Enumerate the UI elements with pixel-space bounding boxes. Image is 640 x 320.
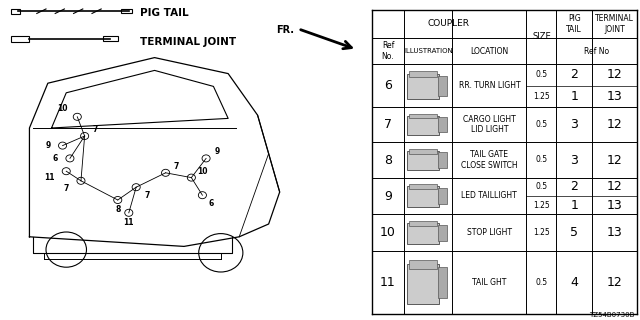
FancyBboxPatch shape	[438, 117, 447, 132]
FancyBboxPatch shape	[410, 114, 437, 118]
Text: 1.25: 1.25	[533, 92, 550, 101]
FancyBboxPatch shape	[410, 221, 437, 226]
Text: TERMINAL
JOINT: TERMINAL JOINT	[595, 14, 634, 34]
Text: 13: 13	[607, 226, 623, 239]
Text: 11: 11	[44, 173, 55, 182]
FancyBboxPatch shape	[407, 187, 439, 207]
Text: 10: 10	[197, 167, 207, 176]
Text: 13: 13	[607, 90, 623, 103]
Text: PIG
TAIL: PIG TAIL	[566, 14, 582, 34]
Text: LOCATION: LOCATION	[470, 47, 508, 56]
FancyBboxPatch shape	[407, 74, 439, 99]
Text: 2: 2	[570, 180, 578, 193]
Text: 8: 8	[384, 154, 392, 166]
Text: 0.5: 0.5	[535, 278, 547, 287]
Text: PIG TAIL: PIG TAIL	[140, 8, 188, 18]
Text: 1: 1	[570, 199, 578, 212]
Text: 1.25: 1.25	[533, 228, 550, 237]
FancyBboxPatch shape	[410, 260, 437, 269]
FancyBboxPatch shape	[11, 36, 29, 42]
Text: 6: 6	[52, 154, 58, 163]
FancyBboxPatch shape	[438, 152, 447, 168]
FancyBboxPatch shape	[438, 76, 447, 96]
Text: Ref
No.: Ref No.	[381, 42, 394, 61]
Text: 10: 10	[380, 226, 396, 239]
Text: 12: 12	[607, 68, 623, 81]
Text: 1: 1	[570, 90, 578, 103]
Text: TZ54B0730B: TZ54B0730B	[589, 312, 634, 318]
Text: 0.5: 0.5	[535, 182, 547, 191]
Text: 7: 7	[384, 118, 392, 131]
Text: 0.5: 0.5	[535, 120, 547, 129]
FancyBboxPatch shape	[410, 149, 437, 154]
Text: 10: 10	[58, 104, 68, 113]
Text: 12: 12	[607, 154, 623, 166]
Text: 11: 11	[380, 276, 396, 289]
FancyBboxPatch shape	[407, 264, 439, 303]
Text: 13: 13	[607, 199, 623, 212]
Text: 7: 7	[174, 162, 179, 171]
Text: TAIL GHT: TAIL GHT	[472, 278, 506, 287]
Text: LED TAILLIGHT: LED TAILLIGHT	[461, 191, 517, 201]
Text: 9: 9	[45, 141, 51, 150]
FancyBboxPatch shape	[407, 116, 439, 135]
Text: 6: 6	[209, 199, 214, 208]
Text: 9: 9	[214, 148, 220, 156]
FancyBboxPatch shape	[11, 9, 20, 14]
Text: 12: 12	[607, 180, 623, 193]
Text: STOP LIGHT: STOP LIGHT	[467, 228, 512, 237]
Text: RR. TURN LIGHT: RR. TURN LIGHT	[458, 81, 520, 90]
Text: 11: 11	[124, 218, 134, 227]
Text: 7: 7	[63, 184, 69, 193]
Text: Ref No: Ref No	[584, 47, 609, 56]
Text: 7: 7	[145, 191, 150, 200]
FancyBboxPatch shape	[122, 9, 132, 13]
Text: SIZE: SIZE	[532, 32, 551, 41]
Text: 6: 6	[384, 79, 392, 92]
Text: 2: 2	[570, 68, 578, 81]
FancyBboxPatch shape	[407, 223, 439, 244]
FancyBboxPatch shape	[410, 184, 437, 189]
Text: 0.5: 0.5	[535, 156, 547, 164]
Text: 5: 5	[570, 226, 579, 239]
Text: 7: 7	[93, 125, 99, 134]
FancyBboxPatch shape	[103, 36, 118, 41]
Text: ILLUSTRATION: ILLUSTRATION	[404, 48, 452, 54]
Text: 3: 3	[570, 154, 578, 166]
FancyBboxPatch shape	[438, 225, 447, 241]
Text: CARGO LIGHT
LID LIGHT: CARGO LIGHT LID LIGHT	[463, 115, 516, 134]
Text: TAIL GATE
CLOSE SWITCH: TAIL GATE CLOSE SWITCH	[461, 150, 518, 170]
Text: 12: 12	[607, 118, 623, 131]
Text: 4: 4	[570, 276, 578, 289]
Text: FR.: FR.	[276, 25, 294, 36]
Text: 1.25: 1.25	[533, 201, 550, 210]
FancyBboxPatch shape	[410, 71, 437, 77]
Text: TERMINAL JOINT: TERMINAL JOINT	[140, 37, 236, 47]
FancyBboxPatch shape	[438, 188, 447, 204]
Text: 12: 12	[607, 276, 623, 289]
FancyBboxPatch shape	[438, 267, 447, 298]
Text: 0.5: 0.5	[535, 70, 547, 79]
Text: 9: 9	[384, 189, 392, 203]
FancyBboxPatch shape	[407, 151, 439, 170]
Text: COUPLER: COUPLER	[428, 20, 470, 28]
Text: 8: 8	[115, 205, 120, 214]
Text: 3: 3	[570, 118, 578, 131]
